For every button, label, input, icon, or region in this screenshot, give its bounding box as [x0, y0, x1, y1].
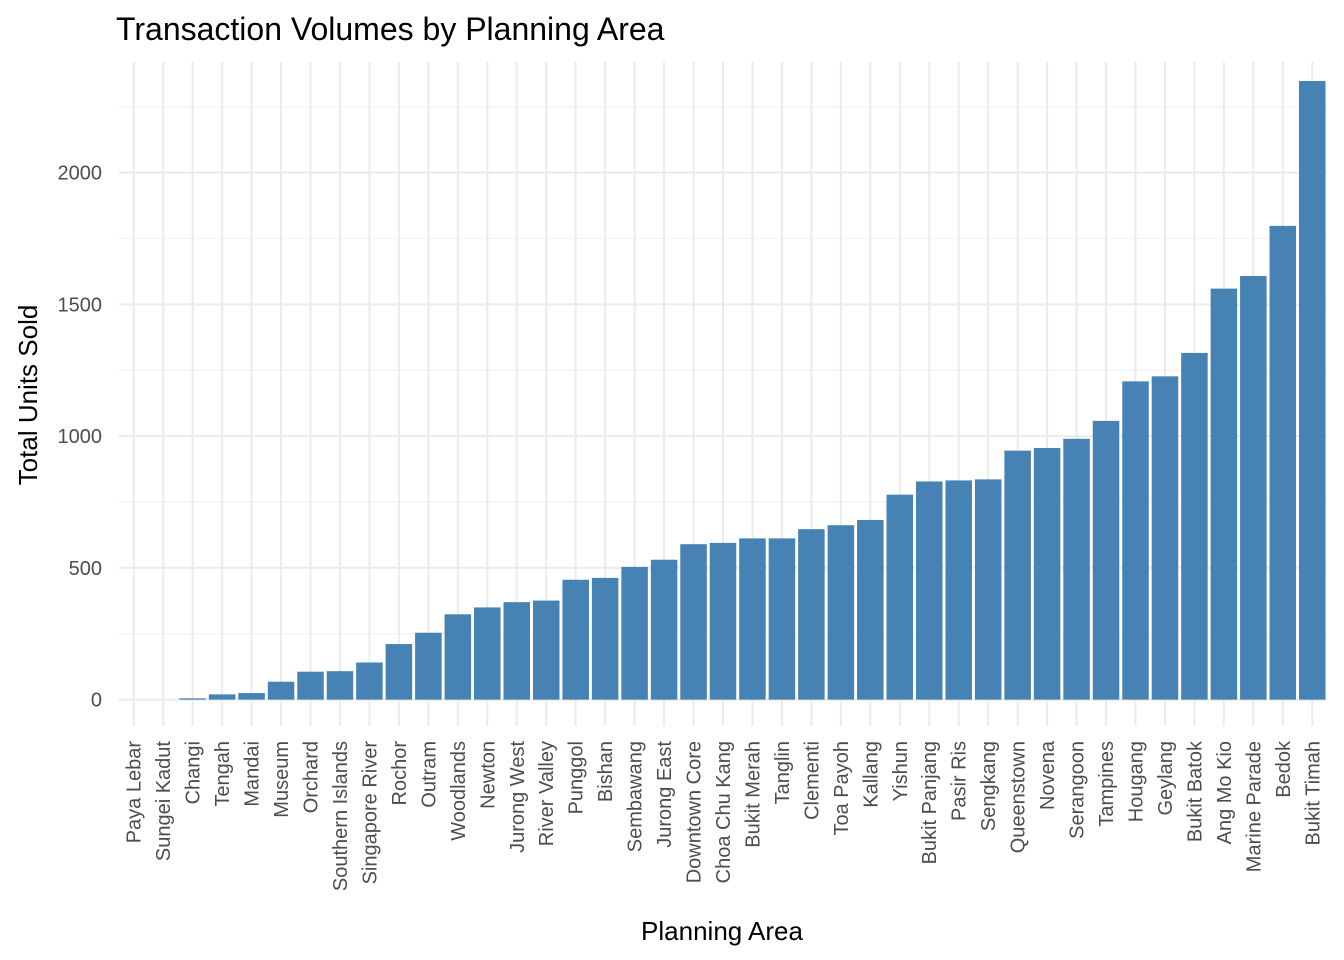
- x-tick-label: Southern Islands: [330, 741, 352, 891]
- bar: [1299, 80, 1326, 700]
- x-tick-label: Hougang: [1125, 741, 1147, 822]
- x-tick-label: Jurong West: [507, 741, 529, 853]
- bar: [385, 644, 413, 700]
- bar: [208, 694, 236, 700]
- bar: [238, 693, 265, 700]
- x-tick-label: Rochor: [389, 741, 411, 806]
- x-tick-label: Bukit Merah: [742, 741, 764, 848]
- x-tick-label: Sengkang: [978, 741, 1000, 831]
- x-tick-label: Jurong East: [654, 741, 676, 848]
- x-tick-label: Kallang: [860, 741, 882, 808]
- y-tick-label: 1000: [58, 426, 103, 448]
- bar: [621, 566, 648, 700]
- x-axis-title: Planning Area: [641, 916, 803, 946]
- bar: [945, 480, 972, 700]
- y-tick-label: 500: [69, 558, 102, 580]
- bar: [297, 671, 324, 700]
- x-tick-label: Bukit Timah: [1302, 741, 1324, 845]
- bar: [591, 577, 619, 700]
- bar: [1151, 376, 1179, 700]
- y-tick-label: 2000: [58, 163, 103, 185]
- chart-title: Transaction Volumes by Planning Area: [116, 11, 665, 47]
- x-tick-label: Pasir Ris: [949, 741, 971, 821]
- x-tick-label: Novena: [1037, 740, 1059, 810]
- bar: [562, 579, 589, 700]
- bar: [1269, 225, 1297, 700]
- x-tick-label: Yishun: [890, 741, 912, 801]
- x-tick-label: Mandai: [242, 741, 264, 807]
- bar: [1092, 420, 1120, 700]
- x-tick-label: Newton: [477, 741, 499, 809]
- x-tick-label: Tanglin: [772, 741, 794, 804]
- bar: [356, 662, 383, 700]
- bar: [1181, 352, 1208, 700]
- y-tick-label: 1500: [58, 294, 103, 316]
- bar: [886, 494, 914, 700]
- x-tick-label: Museum: [271, 741, 293, 818]
- x-tick-label: River Valley: [536, 741, 558, 846]
- x-tick-label: Marine Parade: [1243, 741, 1265, 872]
- bar: [415, 632, 442, 700]
- bar: [532, 600, 560, 700]
- bar: [857, 519, 884, 700]
- x-tick-label: Ang Mo Kio: [1214, 741, 1236, 844]
- x-tick-label: Bedok: [1273, 740, 1295, 798]
- x-tick-label: Singapore River: [359, 741, 381, 885]
- bar: [768, 538, 796, 700]
- x-tick-label: Punggol: [566, 741, 588, 814]
- x-tick-label: Bukit Batok: [1184, 740, 1206, 842]
- bar: [1033, 448, 1061, 700]
- bar: [827, 525, 855, 700]
- bar: [1210, 288, 1238, 700]
- x-tick-label: Choa Chu Kang: [713, 741, 735, 883]
- y-tick-label: 0: [91, 690, 102, 712]
- x-tick-label: Bukit Panjang: [919, 741, 941, 864]
- x-tick-label: Clementi: [801, 741, 823, 820]
- x-tick-label: Tampines: [1096, 741, 1118, 827]
- bar: [503, 602, 531, 700]
- bar: [709, 542, 737, 700]
- bar: [179, 698, 206, 700]
- bar: [974, 479, 1002, 700]
- x-tick-label: Serangoon: [1067, 741, 1089, 839]
- bar: [1122, 381, 1149, 700]
- x-tick-label: Toa Payoh: [831, 741, 853, 836]
- y-axis-title: Total Units Sold: [13, 305, 43, 486]
- x-tick-label: Tengah: [212, 741, 234, 807]
- x-tick-label: Orchard: [301, 741, 323, 813]
- bars: [179, 80, 1326, 700]
- bar: [915, 481, 943, 700]
- bar: [680, 544, 707, 700]
- x-tick-label: Sungei Kadut: [153, 741, 175, 862]
- x-tick-label: Sembawang: [625, 741, 647, 852]
- bar: [326, 671, 354, 700]
- bar: [1063, 438, 1090, 700]
- x-tick-labels: Paya Lebar Sungei Kadut Changi Tengah Mandai…: [124, 740, 1325, 891]
- x-tick-label: Paya Lebar: [124, 741, 146, 844]
- x-tick-label: Queenstown: [1008, 741, 1030, 853]
- x-tick-label: Downtown Core: [684, 741, 706, 883]
- bar: [474, 607, 501, 700]
- bar: [650, 559, 678, 700]
- bar: [444, 614, 472, 700]
- x-tick-label: Outram: [418, 741, 440, 808]
- x-tick-label: Bishan: [595, 741, 617, 802]
- x-tick-label: Geylang: [1155, 741, 1177, 816]
- x-tick-label: Woodlands: [448, 741, 470, 841]
- bar: [267, 681, 295, 700]
- bar: [1240, 275, 1267, 700]
- y-tick-labels: 0 500 1000 1500 2000: [58, 163, 103, 712]
- bar: [739, 538, 766, 700]
- bar: [1004, 450, 1031, 700]
- x-tick-label: Changi: [183, 741, 205, 804]
- bar: [798, 529, 825, 700]
